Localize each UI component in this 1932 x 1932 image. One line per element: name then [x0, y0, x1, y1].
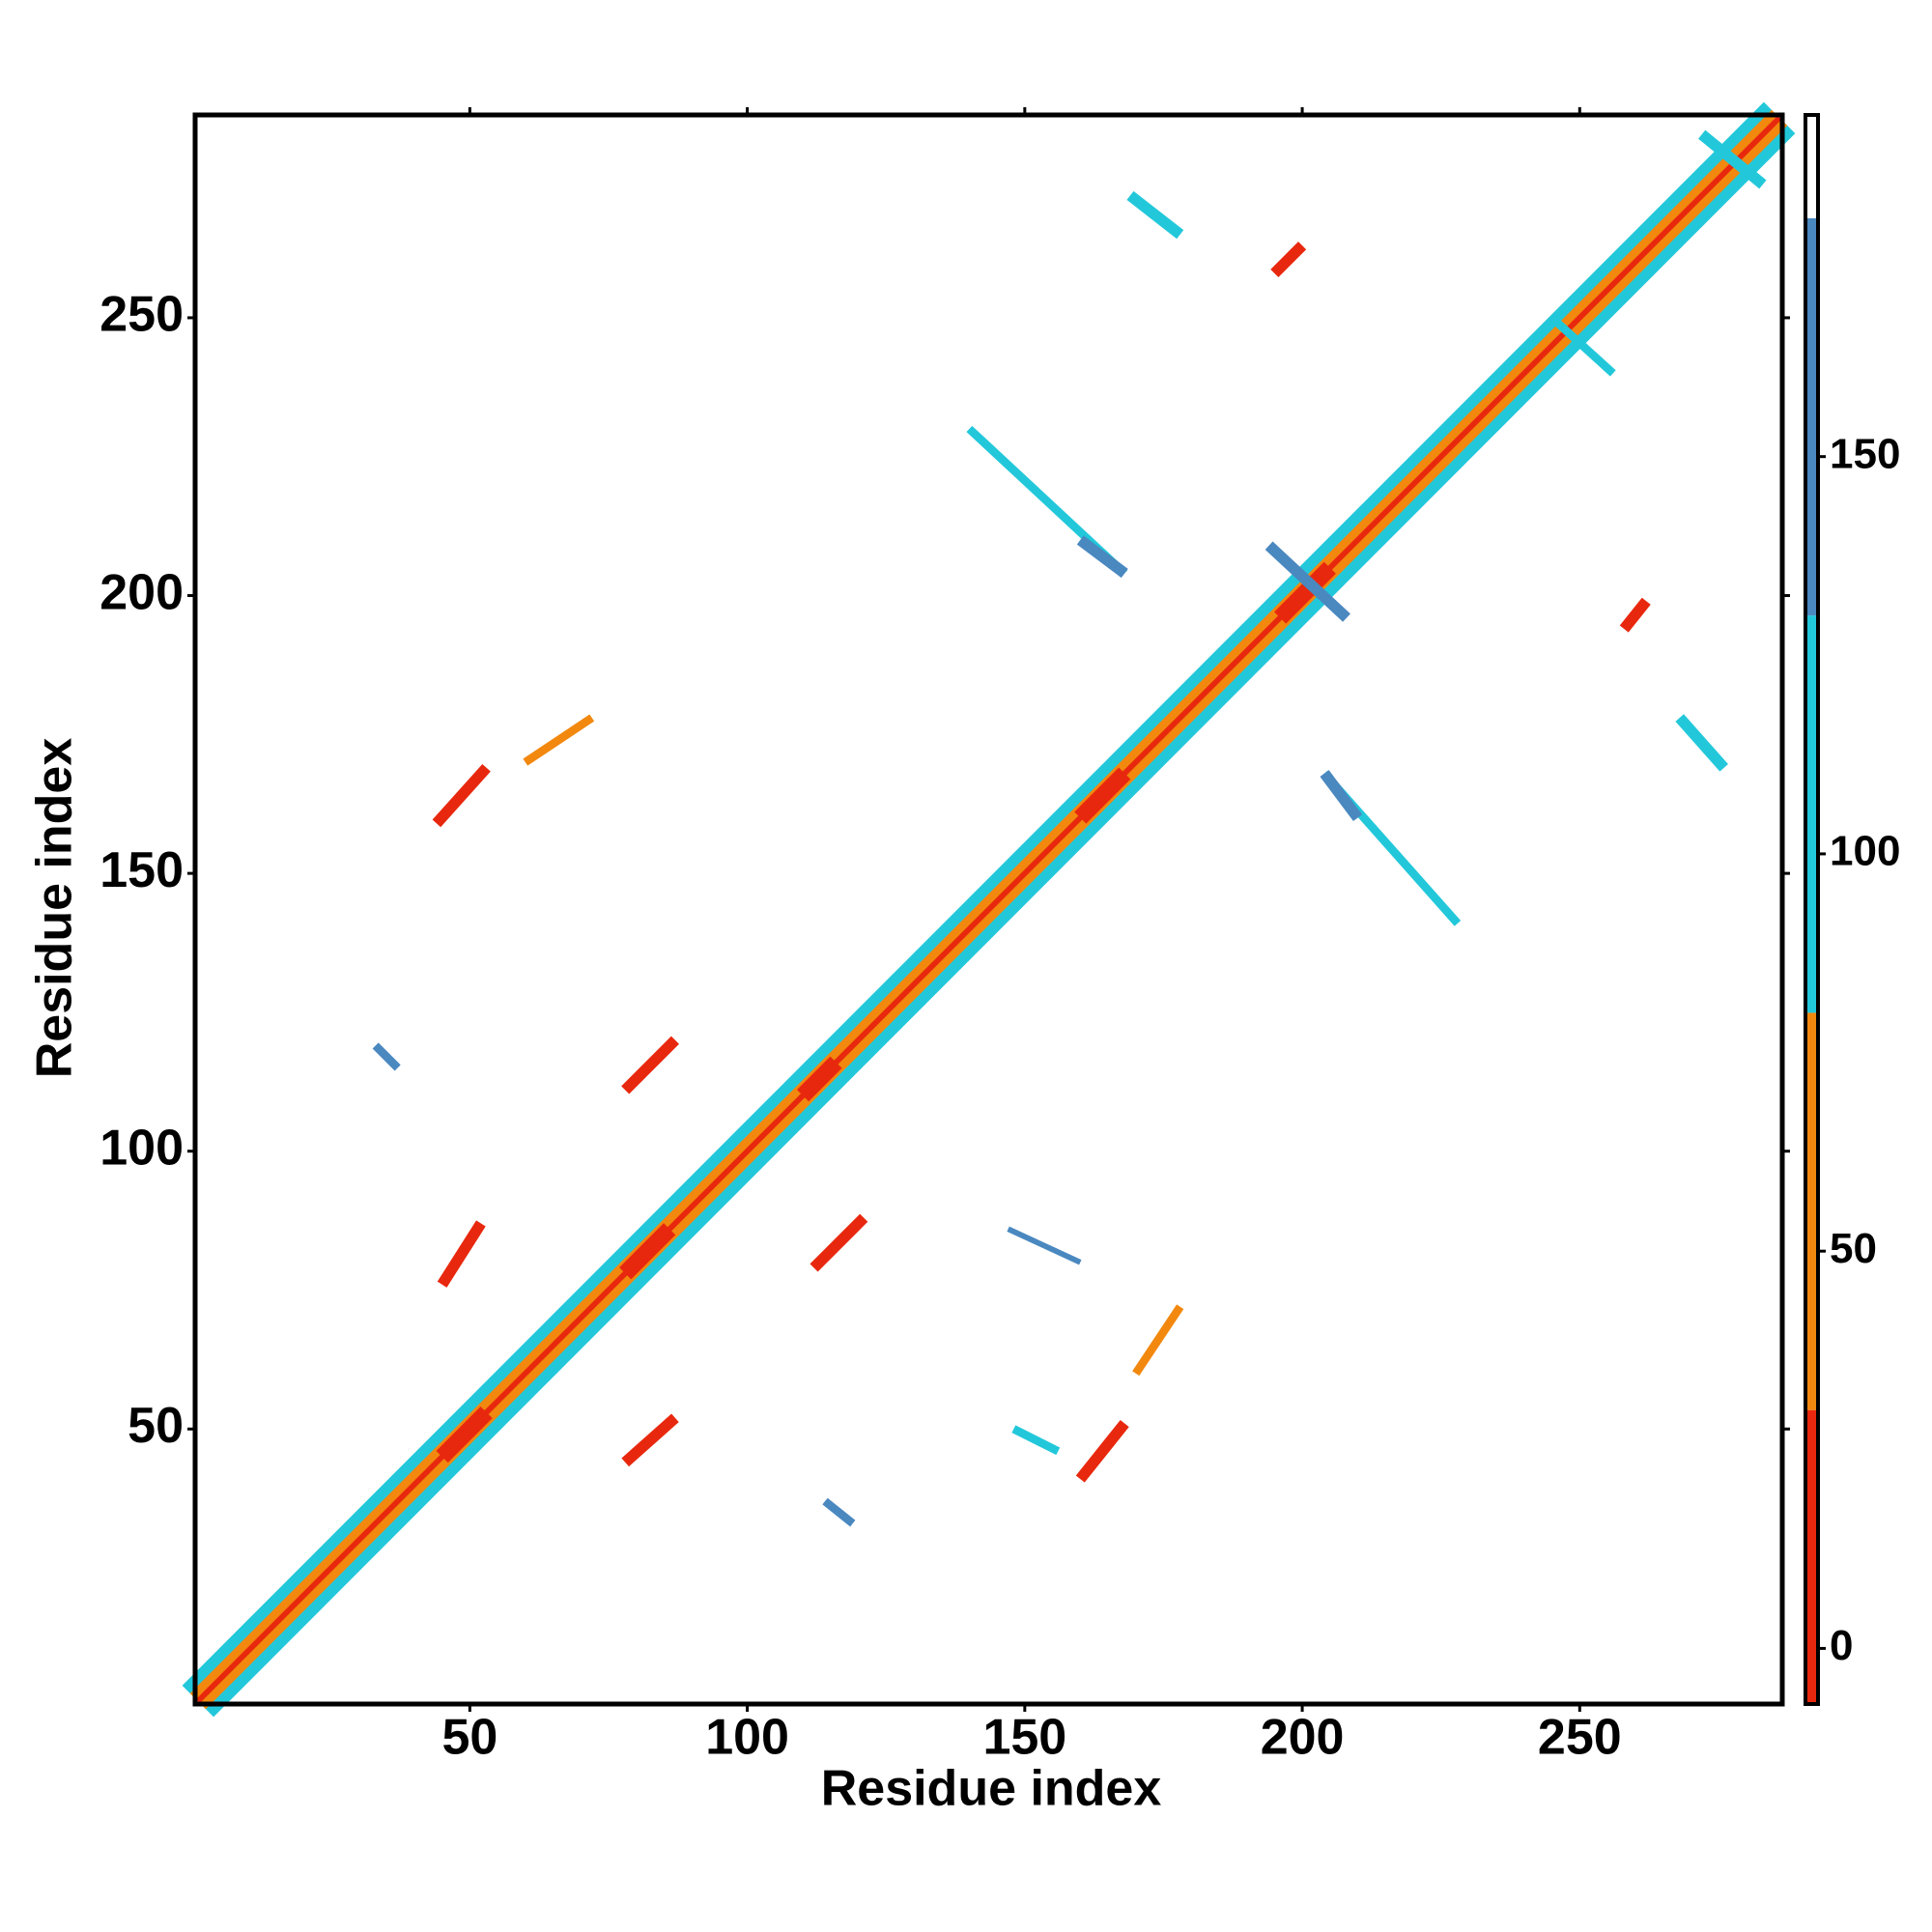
y-tick-label: 200: [99, 564, 184, 620]
contact-band: [432, 763, 491, 828]
contact-band: [436, 1406, 493, 1463]
contact-band: [1274, 561, 1336, 624]
contact-band: [437, 1220, 486, 1288]
y-tick-label: 250: [99, 287, 184, 343]
plot-frame: [192, 112, 1785, 1707]
y-tick-label: 100: [99, 1120, 184, 1176]
y-tick-label: 50: [128, 1398, 184, 1454]
contact-band: [619, 1223, 676, 1280]
contact-band: [1270, 242, 1307, 277]
colorbar-tick-label: 50: [1830, 1225, 1877, 1272]
colorbar-frame: [1804, 113, 1820, 1706]
contact-band: [1698, 129, 1767, 189]
y-tick-label: 150: [99, 842, 184, 898]
contact-band: [810, 1213, 868, 1272]
contact-band: [1126, 190, 1184, 240]
colorbar-segment: [1805, 217, 1818, 616]
contact-band: [1320, 770, 1363, 822]
contact-band: [621, 1413, 679, 1467]
colorbar-tick-label: 100: [1830, 828, 1900, 875]
contact-band: [796, 1056, 842, 1102]
colorbar-segment: [1805, 1409, 1818, 1704]
x-tick-label: 100: [705, 1710, 789, 1766]
colorbar-tick-label: 0: [1830, 1622, 1853, 1669]
x-tick-label: 150: [982, 1710, 1066, 1766]
contact-band: [1074, 767, 1131, 824]
x-tick-label: 250: [1538, 1710, 1622, 1766]
colorbar-segment: [1805, 615, 1818, 1013]
contact-band: [621, 1036, 679, 1094]
contact-band: [1075, 1419, 1129, 1483]
contact-band: [372, 1042, 401, 1071]
contact-band: [1132, 1304, 1184, 1377]
x-tick-label: 200: [1261, 1710, 1345, 1766]
contact-band: [195, 115, 1782, 1704]
contact-band: [1011, 1425, 1061, 1456]
contact-band: [822, 1497, 856, 1527]
contact-band: [1548, 314, 1616, 377]
colorbar-segment: [1805, 1012, 1818, 1410]
y-axis-title: Residue index: [27, 738, 83, 1079]
x-axis-title: Residue index: [821, 1761, 1162, 1817]
contact-band: [1619, 597, 1651, 633]
contact-band: [523, 714, 595, 766]
contact-band: [1007, 1226, 1082, 1265]
colorbar-segment: [1805, 115, 1818, 218]
contact-band: [1675, 714, 1728, 772]
x-tick-label: 50: [441, 1710, 497, 1766]
contact-band: [1264, 541, 1350, 622]
contact-band: [1076, 535, 1128, 579]
colorbar-tick-label: 150: [1830, 430, 1900, 477]
